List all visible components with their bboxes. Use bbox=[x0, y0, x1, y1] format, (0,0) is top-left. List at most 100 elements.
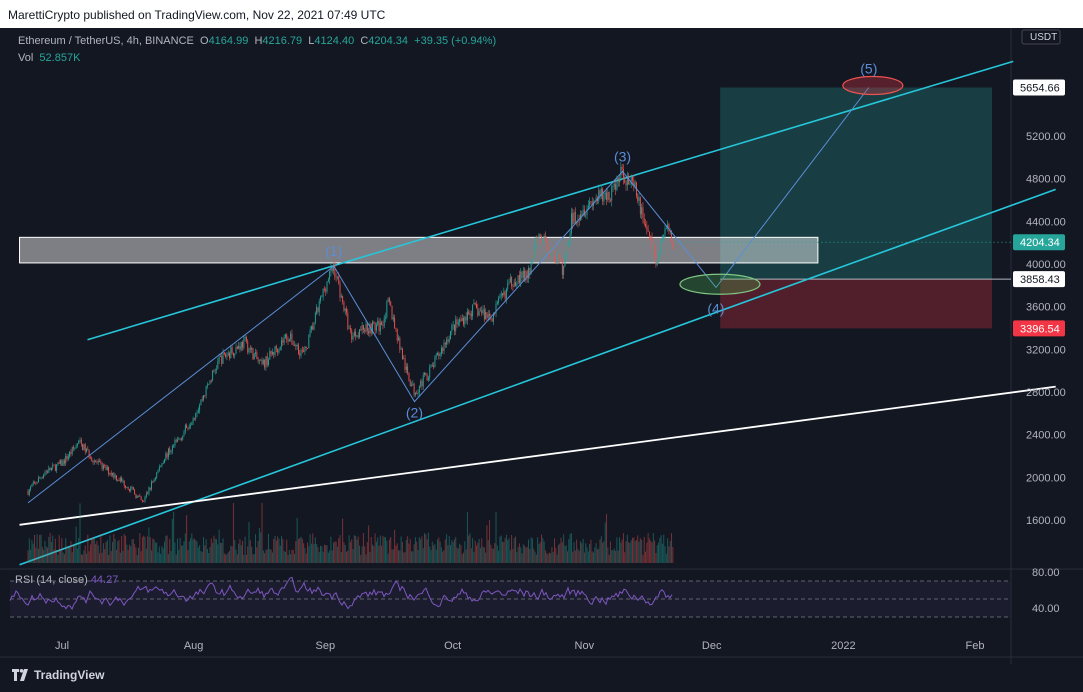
brand-text: TradingView bbox=[34, 668, 105, 682]
candle-body bbox=[446, 339, 448, 345]
candle-body bbox=[309, 329, 311, 335]
candle-body bbox=[509, 277, 511, 283]
vol-label[interactable]: Vol bbox=[18, 52, 34, 64]
tradingview-brand[interactable]: TradingView bbox=[12, 668, 104, 682]
candle-body bbox=[173, 445, 175, 447]
candle-body bbox=[138, 495, 139, 497]
candle-body bbox=[487, 314, 489, 319]
candle-body bbox=[637, 196, 639, 201]
candle-body bbox=[599, 190, 601, 197]
volume-bar bbox=[346, 551, 348, 563]
candle-body bbox=[429, 367, 431, 378]
candle-body bbox=[331, 266, 333, 271]
candle-body bbox=[61, 460, 63, 466]
volume-bar bbox=[624, 552, 626, 563]
volume-bar bbox=[399, 550, 401, 563]
candle-body bbox=[544, 235, 546, 238]
volume-bar bbox=[138, 547, 140, 563]
candle-body bbox=[365, 323, 367, 332]
x-tick-label: Feb bbox=[966, 640, 985, 652]
volume-bar bbox=[377, 537, 379, 563]
candle-body bbox=[307, 348, 308, 349]
volume-bar bbox=[412, 551, 414, 563]
candle-body bbox=[582, 209, 584, 216]
volume-bar bbox=[63, 554, 65, 563]
candle-body bbox=[521, 271, 523, 278]
candle-body bbox=[421, 381, 423, 387]
volume-bar bbox=[443, 550, 445, 563]
volume-bar bbox=[489, 520, 491, 563]
volume-bar bbox=[122, 550, 124, 563]
volume-bar bbox=[607, 547, 609, 563]
candle-body bbox=[551, 246, 553, 255]
candle-body bbox=[450, 331, 451, 339]
volume-bar bbox=[453, 539, 455, 563]
candle-body bbox=[422, 374, 424, 387]
candle-body bbox=[632, 176, 633, 181]
volume-bar bbox=[369, 552, 371, 563]
candle-body bbox=[257, 358, 259, 362]
candle-body bbox=[305, 346, 307, 349]
candle-body bbox=[213, 370, 215, 372]
volume-bar bbox=[203, 536, 205, 563]
symbol-title[interactable]: Ethereum / TetherUS, 4h, BINANCE bbox=[18, 35, 194, 47]
volume-bar bbox=[463, 552, 465, 563]
volume-bar bbox=[232, 502, 234, 563]
candle-body bbox=[222, 352, 224, 364]
volume-bar bbox=[58, 535, 60, 563]
volume-bar bbox=[507, 540, 509, 563]
candle-body bbox=[538, 234, 540, 238]
candle-body bbox=[145, 493, 147, 497]
candle-body bbox=[253, 353, 255, 360]
candle-body bbox=[323, 288, 325, 290]
volume-bar bbox=[382, 535, 384, 563]
candle-body bbox=[30, 486, 32, 490]
price-chart[interactable]: (1) (2) (3) (4) (5) 5200.00 4800.00 4400.00 4000… bbox=[0, 28, 1083, 692]
volume-bar bbox=[288, 550, 290, 563]
candle-body bbox=[208, 383, 210, 385]
candle-body bbox=[131, 487, 133, 488]
volume-bar bbox=[323, 544, 325, 563]
candle-body bbox=[648, 231, 650, 237]
volume-bar bbox=[282, 539, 284, 563]
volume-bar bbox=[509, 550, 511, 563]
volume-bar bbox=[193, 538, 195, 563]
close-label: C bbox=[360, 35, 369, 47]
volume-bar bbox=[648, 538, 650, 563]
candle-body bbox=[297, 344, 299, 354]
candle-body bbox=[505, 288, 507, 299]
volume-bar bbox=[396, 543, 398, 563]
candle-body bbox=[330, 266, 332, 272]
rsi-label[interactable]: RSI (14, close) bbox=[15, 574, 88, 586]
volume-bar bbox=[147, 536, 149, 563]
candle-body bbox=[647, 229, 649, 232]
volume-bar bbox=[650, 540, 652, 563]
candle-body bbox=[463, 317, 464, 325]
volume-bar bbox=[301, 538, 303, 563]
candle-body bbox=[473, 302, 475, 305]
wave5-target-ellipse bbox=[842, 75, 904, 96]
volume-bar bbox=[357, 536, 359, 563]
volume-bar bbox=[310, 543, 312, 563]
x-tick-label: Oct bbox=[444, 640, 461, 652]
candle-body bbox=[214, 369, 216, 371]
candle-body bbox=[226, 355, 228, 357]
volume-bar bbox=[117, 541, 119, 563]
volume-bar bbox=[286, 539, 288, 563]
volume-bar bbox=[395, 545, 397, 563]
candle-body bbox=[196, 412, 198, 414]
candle-body bbox=[95, 460, 97, 462]
volume-bar bbox=[398, 550, 400, 563]
volume-bar bbox=[429, 546, 431, 563]
volume-bar bbox=[73, 544, 75, 563]
candle-body bbox=[79, 439, 81, 442]
candle-body bbox=[334, 264, 336, 277]
candle-body bbox=[105, 465, 107, 470]
candle-body bbox=[282, 340, 284, 343]
volume-bar bbox=[409, 538, 411, 563]
volume-bar bbox=[248, 521, 250, 563]
volume-bar bbox=[184, 533, 186, 563]
volume-bar bbox=[421, 536, 423, 563]
volume-bar bbox=[270, 549, 272, 563]
volume-bar bbox=[431, 541, 433, 563]
